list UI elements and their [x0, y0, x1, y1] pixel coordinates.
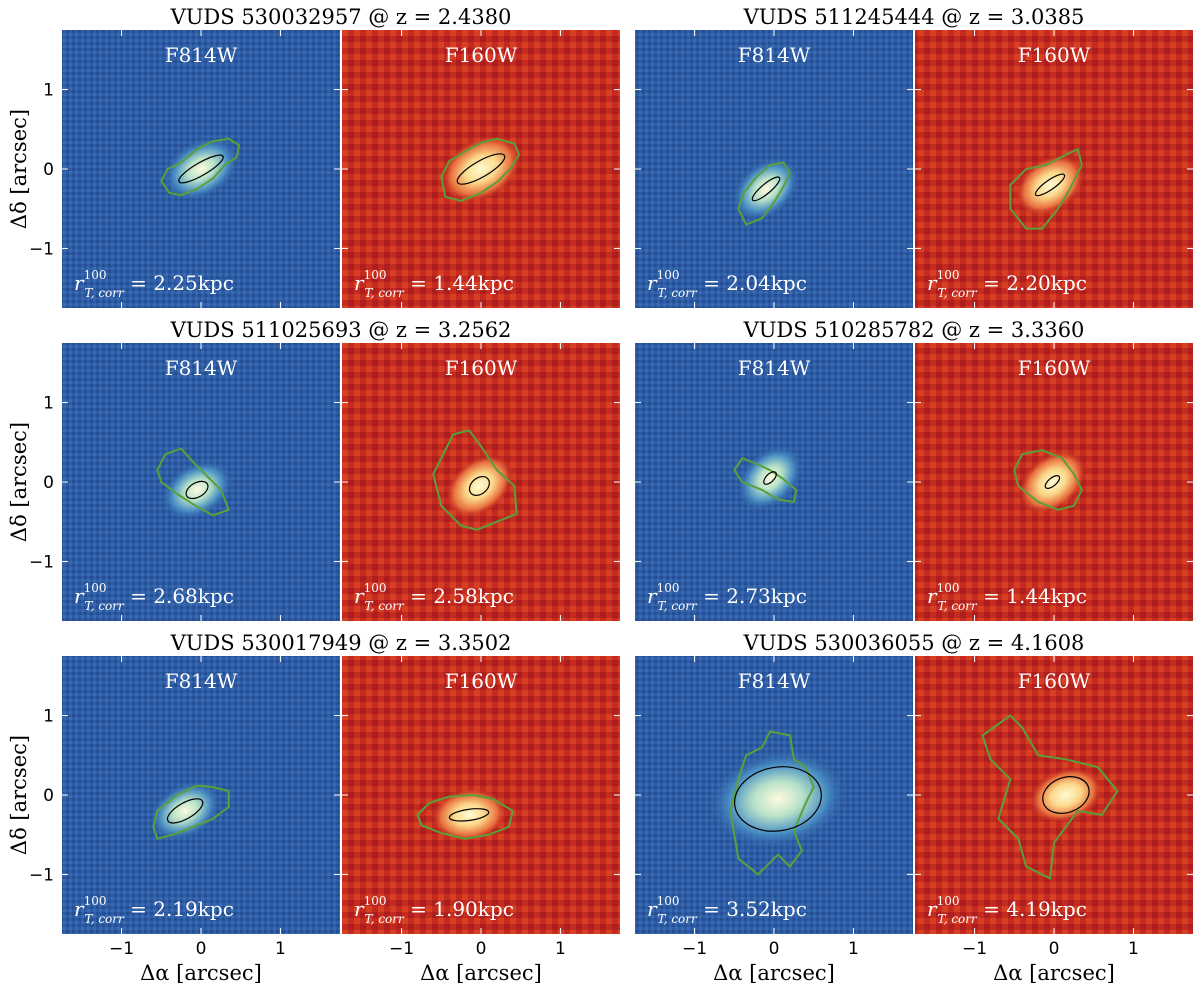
y-axis-label: Δδ [arcsec]	[7, 735, 31, 855]
filter-label: F160W	[445, 43, 518, 67]
size-ellipse	[178, 154, 224, 184]
filter-label: F814W	[165, 669, 238, 693]
galaxy-panel-title: VUDS 510285782 @ z = 3.3360	[743, 318, 1085, 342]
image-panel-f814w: F814W r100 T, corr = 2.73kpc	[635, 343, 913, 621]
radius-label: r100 T, corr = 1.44kpc	[354, 268, 514, 300]
x-tick-label: 1	[555, 939, 566, 959]
size-ellipse	[468, 475, 490, 496]
y-tick-label: 1	[43, 81, 54, 101]
y-axis-label: Δδ [arcsec]	[7, 422, 31, 542]
x-tick-label: −1	[109, 939, 134, 959]
image-panel-f160w: F160W r100 T, corr = 1.44kpc	[915, 343, 1193, 621]
x-tick-label: −1	[962, 939, 987, 959]
isophote-contour	[432, 429, 518, 531]
image-panel-f160w: F160W r100 T, corr = 1.90kpc	[342, 656, 620, 934]
radius-label: r100 T, corr = 2.58kpc	[354, 581, 514, 613]
filter-label: F814W	[738, 43, 811, 67]
x-axis-label: Δα [arcsec]	[140, 961, 262, 985]
isophote-contour	[1009, 147, 1083, 230]
image-panel-f814w: F814W r100 T, corr = 2.68kpc	[62, 343, 340, 621]
isophote-contour	[1013, 449, 1083, 511]
filter-label: F814W	[738, 669, 811, 693]
isophote-contour	[152, 784, 230, 840]
isophote-contour	[981, 714, 1119, 880]
radius-label: r100 T, corr = 2.19kpc	[74, 894, 234, 926]
y-tick-label: 0	[43, 786, 54, 806]
y-tick-label: 1	[43, 394, 54, 414]
x-tick-label: −1	[682, 939, 707, 959]
x-tick-label: 0	[1049, 939, 1060, 959]
filter-label: F160W	[1018, 356, 1091, 380]
image-panel-f160w: F160W r100 T, corr = 2.20kpc	[915, 30, 1193, 308]
size-ellipse	[751, 176, 781, 202]
size-ellipse	[733, 766, 822, 832]
radius-label: r100 T, corr = 4.19kpc	[927, 894, 1087, 926]
filter-label: F814W	[738, 356, 811, 380]
radius-label: r100 T, corr = 1.44kpc	[927, 581, 1087, 613]
x-tick-label: 1	[848, 939, 859, 959]
y-tick-label: −1	[29, 865, 54, 885]
filter-label: F814W	[165, 356, 238, 380]
y-tick-label: 1	[43, 707, 54, 727]
image-panel-f814w: F814W r100 T, corr = 3.52kpc	[635, 656, 913, 934]
x-tick-label: 1	[1128, 939, 1139, 959]
isophote-contour	[729, 730, 815, 876]
image-panel-f814w: F814W r100 T, corr = 2.04kpc	[635, 30, 913, 308]
radius-label: r100 T, corr = 2.20kpc	[927, 268, 1087, 300]
radius-label: r100 T, corr = 2.25kpc	[74, 268, 234, 300]
size-ellipse	[185, 480, 209, 500]
x-axis-label: Δα [arcsec]	[420, 961, 542, 985]
image-panel-f814w: F814W r100 T, corr = 2.25kpc	[62, 30, 340, 308]
filter-label: F160W	[445, 669, 518, 693]
x-tick-label: 0	[476, 939, 487, 959]
x-tick-label: −1	[389, 939, 414, 959]
size-ellipse	[448, 808, 490, 822]
isophote-contour	[416, 793, 514, 840]
x-axis-label: Δα [arcsec]	[993, 961, 1115, 985]
galaxy-panel-title: VUDS 530017949 @ z = 3.3502	[170, 631, 512, 655]
filter-label: F814W	[165, 43, 238, 67]
size-ellipse	[456, 153, 506, 185]
filter-label: F160W	[1018, 669, 1091, 693]
size-ellipse	[1044, 475, 1061, 489]
isophote-contour	[156, 447, 231, 517]
radius-label: r100 T, corr = 2.73kpc	[647, 581, 807, 613]
isophote-contour	[160, 137, 241, 197]
filter-label: F160W	[445, 356, 518, 380]
filter-label: F160W	[1018, 43, 1091, 67]
panels-grid: VUDS 530032957 @ z = 2.4380 F814W r100 T, c…	[7, 5, 1193, 985]
radius-label: r100 T, corr = 2.04kpc	[647, 268, 807, 300]
image-panel-f160w: F160W r100 T, corr = 4.19kpc	[915, 656, 1193, 934]
galaxy-panel-title: VUDS 530032957 @ z = 2.4380	[170, 5, 512, 29]
y-tick-label: 0	[43, 473, 54, 493]
radius-label: r100 T, corr = 3.52kpc	[647, 894, 807, 926]
size-ellipse	[763, 471, 777, 485]
image-panel-f814w: F814W r100 T, corr = 2.19kpc	[62, 656, 340, 934]
x-axis-label: Δα [arcsec]	[713, 961, 835, 985]
image-panel-f160w: F160W r100 T, corr = 1.44kpc	[342, 30, 620, 308]
x-tick-label: 1	[275, 939, 286, 959]
isophote-contour	[733, 456, 798, 504]
radius-label: r100 T, corr = 1.90kpc	[354, 894, 514, 926]
radius-label: r100 T, corr = 2.68kpc	[74, 581, 234, 613]
x-tick-label: 0	[196, 939, 207, 959]
size-ellipse	[1034, 173, 1066, 197]
isophote-contour	[737, 161, 792, 226]
x-tick-label: 0	[769, 939, 780, 959]
y-tick-label: −1	[29, 239, 54, 259]
y-tick-label: 0	[43, 160, 54, 180]
galaxy-panel-title: VUDS 530036055 @ z = 4.1608	[743, 631, 1085, 655]
isophote-contour	[440, 137, 521, 202]
size-ellipse	[1042, 776, 1090, 814]
size-ellipse	[166, 798, 204, 824]
y-tick-label: −1	[29, 552, 54, 572]
galaxy-panel-title: VUDS 511025693 @ z = 3.2562	[170, 318, 512, 342]
galaxy-panel-title: VUDS 511245444 @ z = 3.0385	[743, 5, 1085, 29]
y-axis-label: Δδ [arcsec]	[7, 109, 31, 229]
image-panel-f160w: F160W r100 T, corr = 2.58kpc	[342, 343, 620, 621]
